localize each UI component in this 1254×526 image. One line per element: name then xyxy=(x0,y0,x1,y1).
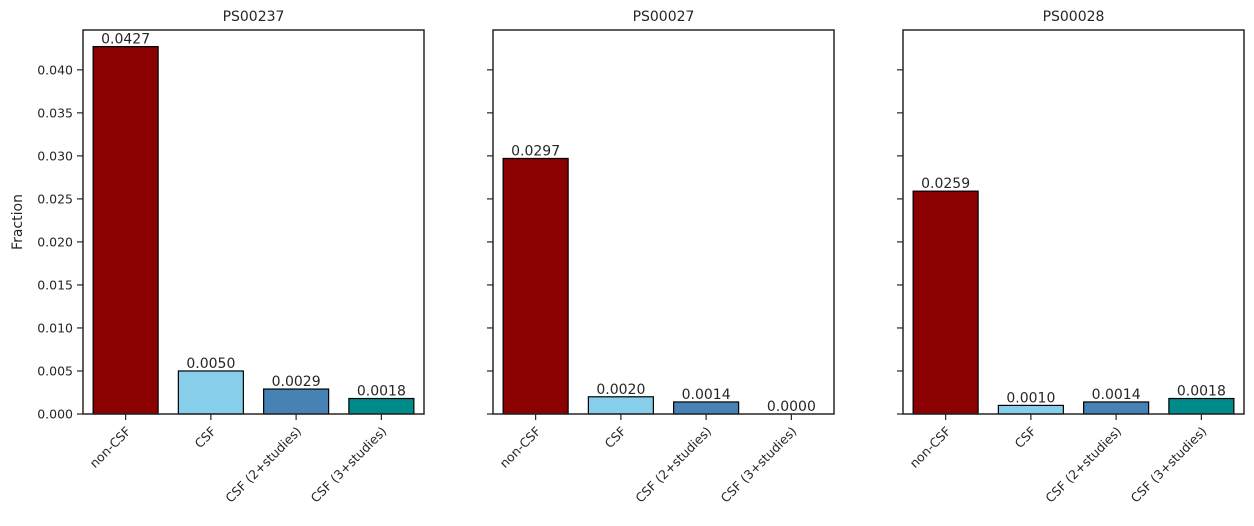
bar-value-label: 0.0020 xyxy=(596,382,645,398)
y-tick-label: 0.000 xyxy=(37,407,73,422)
x-tick-label: CSF (2+studies) xyxy=(632,424,714,506)
x-tick-label: non-CSF xyxy=(86,424,133,471)
bar-value-label: 0.0018 xyxy=(357,384,406,400)
x-tick-label: CSF (3+studies) xyxy=(308,424,390,506)
bar-2 xyxy=(997,404,1064,415)
x-tick-label: CSF (2+studies) xyxy=(222,424,304,506)
panel-title: PS00237 xyxy=(223,9,285,25)
chart-panel-3: PS00028 0.0259 0.0010 0.0014 0.0018 non-CSF CS… xyxy=(897,9,1245,506)
panel-title: PS00028 xyxy=(1043,9,1105,25)
bar-1 xyxy=(502,157,569,415)
bar-value-label: 0.0014 xyxy=(1092,387,1141,403)
x-tick-label: CSF xyxy=(192,424,219,451)
bar-value-label: 0.0427 xyxy=(101,32,150,48)
bar-3 xyxy=(673,401,740,415)
y-tick-label: 0.030 xyxy=(37,148,73,163)
axes-frame xyxy=(902,29,1245,415)
bar-3 xyxy=(1083,401,1150,415)
y-tick-label: 0.010 xyxy=(37,320,73,335)
y-axis-label: Fraction xyxy=(10,194,26,250)
bar-value-label: 0.0050 xyxy=(186,356,235,372)
y-tick-label: 0.020 xyxy=(37,234,73,249)
chart-panels: PS00237 0.0427 0.0050 0.0029 0.0018 0.000 0.00… xyxy=(37,9,1245,506)
bar-3 xyxy=(263,388,330,415)
bar-1 xyxy=(912,190,979,415)
x-tick-label: non-CSF xyxy=(496,424,543,471)
panel-title: PS00027 xyxy=(633,9,695,25)
chart-panel-1: PS00237 0.0427 0.0050 0.0029 0.0018 0.000 0.00… xyxy=(37,9,425,506)
y-tick-label: 0.015 xyxy=(37,277,73,292)
bar-value-label: 0.0029 xyxy=(272,374,321,390)
x-tick-label: CSF (3+studies) xyxy=(718,424,800,506)
bar-value-label: 0.0010 xyxy=(1006,390,1055,406)
x-tick-label: CSF (2+studies) xyxy=(1042,424,1124,506)
bar-2 xyxy=(587,396,654,415)
bar-value-label: 0.0014 xyxy=(682,387,731,403)
bar-value-label: 0.0297 xyxy=(511,143,560,159)
bar-2 xyxy=(177,370,244,415)
bar-4 xyxy=(348,397,415,415)
bar-value-label: 0.0000 xyxy=(767,399,816,415)
bar-value-label: 0.0259 xyxy=(921,176,970,192)
y-tick-label: 0.005 xyxy=(37,363,73,378)
axes-frame xyxy=(82,29,425,415)
y-tick-label: 0.025 xyxy=(37,191,73,206)
x-tick-label: CSF xyxy=(1012,424,1039,451)
x-tick-label: CSF xyxy=(602,424,629,451)
bar-1 xyxy=(92,46,159,415)
x-tick-label: non-CSF xyxy=(906,424,953,471)
bar-4 xyxy=(1168,397,1235,415)
y-tick-label: 0.035 xyxy=(37,105,73,120)
x-tick-label: CSF (3+studies) xyxy=(1128,424,1210,506)
bar-value-label: 0.0018 xyxy=(1177,384,1226,400)
chart-panel-2: PS00027 0.0297 0.0020 0.0014 0.0000 non-CSF CS… xyxy=(487,9,835,506)
y-tick-label: 0.040 xyxy=(37,62,73,77)
axes-frame xyxy=(492,29,835,415)
